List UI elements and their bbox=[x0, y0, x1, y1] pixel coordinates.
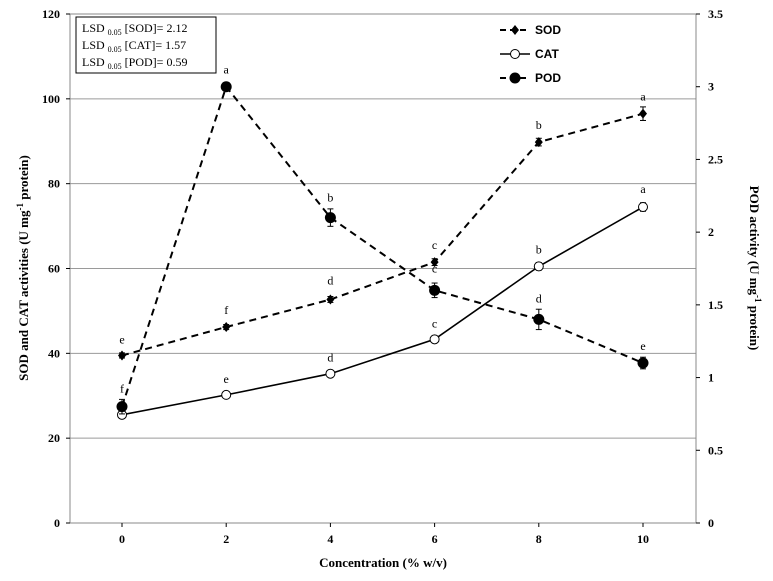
point-sod bbox=[222, 322, 231, 333]
letter-cat: d bbox=[327, 351, 333, 365]
y-tick-label: 120 bbox=[42, 7, 60, 21]
x-tick-label: 6 bbox=[432, 532, 438, 546]
y-tick-label: 60 bbox=[48, 262, 60, 276]
y-tick-label: 80 bbox=[48, 177, 60, 191]
x-tick-label: 10 bbox=[637, 532, 649, 546]
y-tick-label: 0 bbox=[54, 516, 60, 530]
letter-pod: e bbox=[640, 339, 645, 353]
legend-item-pod: POD bbox=[500, 71, 561, 85]
letter-sod: a bbox=[640, 90, 646, 104]
y2-tick-label: 3 bbox=[708, 80, 714, 94]
y-tick-label: 40 bbox=[48, 346, 60, 360]
letter-sod: d bbox=[327, 273, 333, 287]
legend-marker-pod bbox=[509, 72, 521, 84]
legend-label-cat: CAT bbox=[535, 47, 559, 61]
y2-tick-label: 1.5 bbox=[708, 298, 723, 312]
y-axis-label: SOD and CAT activities (U mg-1 protein) bbox=[15, 155, 31, 381]
lsd-box-frame bbox=[75, 16, 217, 74]
y-tick-label: 20 bbox=[48, 431, 60, 445]
tick-labels: 0 20 40 60 80 100 120 0 0.5 1 1.5 2 2.5 3 3.5 0 2 4 6 8 10 bbox=[42, 7, 723, 546]
letter-pod: c bbox=[432, 261, 437, 275]
point-cat bbox=[429, 334, 440, 345]
letter-pod: b bbox=[327, 191, 333, 205]
y2-axis-label: POD activity (U mg-1 protein) bbox=[747, 186, 763, 351]
y2-tick-label: 3.5 bbox=[708, 7, 723, 21]
lsd-sod: LSD 0.05 [SOD]= 2.12 bbox=[82, 21, 187, 37]
lsd-pod: LSD 0.05 [POD]= 0.59 bbox=[82, 55, 187, 71]
letter-pod: d bbox=[536, 291, 542, 305]
x-tick-label: 8 bbox=[536, 532, 542, 546]
letter-pod: a bbox=[224, 63, 230, 77]
point-sod bbox=[639, 108, 647, 119]
letter-cat: b bbox=[536, 242, 542, 256]
legend-item-sod: SOD bbox=[500, 23, 561, 37]
point-pod bbox=[429, 284, 441, 296]
letter-pod: f bbox=[120, 382, 124, 396]
x-tick-label: 4 bbox=[327, 532, 333, 546]
point-cat bbox=[533, 261, 544, 272]
point-sod bbox=[430, 257, 439, 268]
point-pod bbox=[220, 81, 232, 93]
x-tick-label: 2 bbox=[223, 532, 229, 546]
series bbox=[116, 81, 649, 420]
letter-sod: c bbox=[432, 238, 437, 252]
point-sod bbox=[326, 294, 335, 305]
point-cat bbox=[325, 368, 336, 379]
legend-label-sod: SOD bbox=[535, 23, 561, 37]
series-line-pod bbox=[121, 84, 644, 408]
letter-cat: a bbox=[640, 182, 646, 196]
y2-tick-label: 0.5 bbox=[708, 443, 723, 457]
point-pod bbox=[116, 401, 128, 413]
letter-cat: c bbox=[432, 316, 437, 330]
y2-tick-label: 0 bbox=[708, 516, 714, 530]
series-line-cat bbox=[121, 206, 644, 416]
point-pod bbox=[533, 313, 545, 325]
legend-item-cat: CAT bbox=[500, 47, 559, 61]
y2-tick-label: 2 bbox=[708, 225, 714, 239]
legend-label-pod: POD bbox=[535, 71, 561, 85]
point-pod bbox=[637, 357, 649, 369]
series-line-sod bbox=[121, 112, 644, 357]
lsd-cat: LSD 0.05 [CAT]= 1.57 bbox=[82, 38, 186, 54]
significance-letters: e f d c b a e d c b a f a b c d e bbox=[119, 63, 646, 396]
x-tick-label: 0 bbox=[119, 532, 125, 546]
point-sod bbox=[534, 137, 543, 148]
y2-tick-label: 1 bbox=[708, 371, 714, 385]
y-tick-label: 100 bbox=[42, 92, 60, 106]
legend-marker-sod bbox=[511, 25, 519, 35]
point-cat bbox=[221, 389, 232, 400]
x-axis-label: Concentration (% w/v) bbox=[319, 555, 447, 570]
point-cat bbox=[638, 201, 648, 212]
legend: SOD CAT POD bbox=[500, 23, 561, 85]
letter-cat: e bbox=[224, 372, 229, 386]
point-pod bbox=[324, 212, 336, 224]
point-sod bbox=[118, 350, 126, 361]
letter-sod: f bbox=[224, 303, 228, 317]
lsd-box: LSD 0.05 [SOD]= 2.12 LSD 0.05 [CAT]= 1.5… bbox=[75, 16, 217, 74]
legend-marker-cat bbox=[510, 49, 520, 59]
letter-sod: e bbox=[119, 332, 124, 346]
letter-sod: b bbox=[536, 118, 542, 132]
y2-tick-label: 2.5 bbox=[708, 152, 723, 166]
